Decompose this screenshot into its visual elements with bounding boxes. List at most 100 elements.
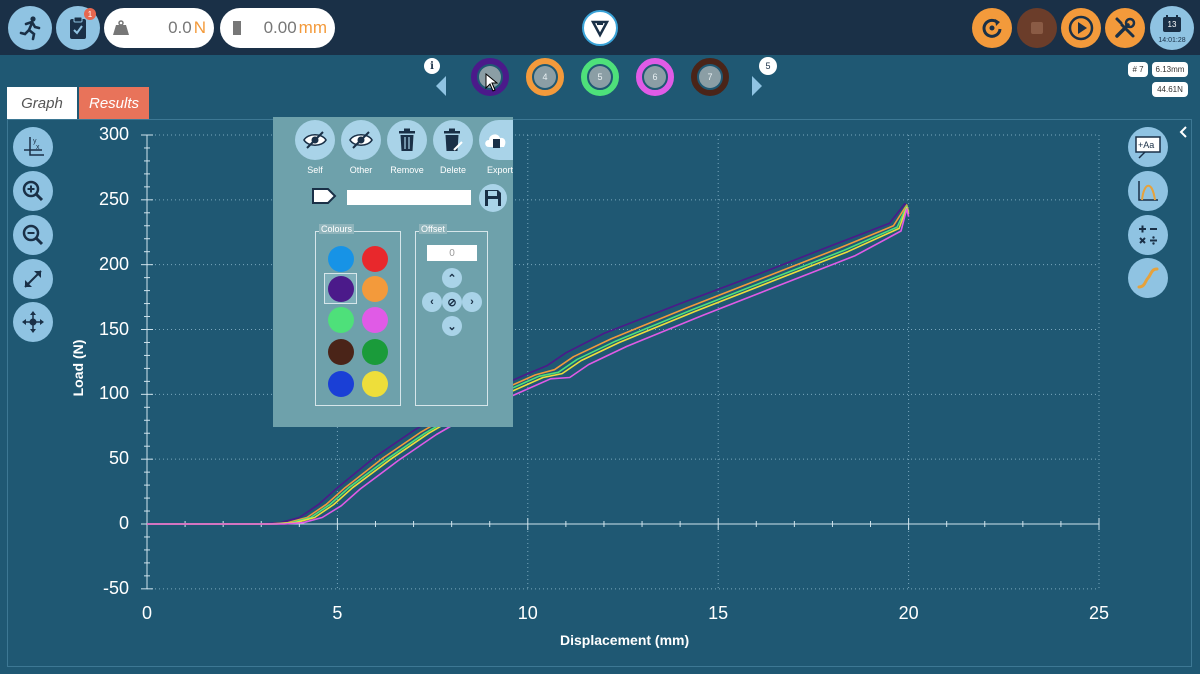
- export-button[interactable]: [479, 120, 513, 160]
- offset-reset-button[interactable]: ⊘: [442, 292, 462, 312]
- self-label: Self: [307, 165, 323, 175]
- series-line: [147, 204, 910, 525]
- test-item-label: 7: [699, 66, 721, 88]
- offset-left-button[interactable]: ‹: [422, 292, 442, 312]
- hide-other-button[interactable]: [341, 120, 381, 160]
- eye-hidden-icon: [349, 131, 373, 149]
- start-button[interactable]: [1061, 8, 1101, 48]
- axes-setup-button[interactable]: y x: [13, 127, 53, 167]
- curve-fit-button[interactable]: [1128, 171, 1168, 211]
- tab-results[interactable]: Results: [79, 87, 149, 119]
- reset-offset-icon: ⊘: [447, 296, 457, 309]
- remove-button[interactable]: [387, 120, 427, 160]
- play-icon: [1068, 15, 1094, 41]
- colour-swatch-selected[interactable]: [328, 276, 354, 302]
- save-name-button[interactable]: [479, 184, 507, 212]
- y-tick-label: 250: [98, 188, 129, 209]
- colour-swatch[interactable]: [362, 246, 388, 272]
- test-item-label: 5: [589, 66, 611, 88]
- smoothing-button[interactable]: [1128, 258, 1168, 298]
- colour-swatch[interactable]: [362, 307, 388, 333]
- position-readout: 0.00 mm: [220, 8, 335, 48]
- offset-right-button[interactable]: ›: [462, 292, 482, 312]
- axis-ticks: [141, 134, 1100, 590]
- fit-view-button[interactable]: [13, 259, 53, 299]
- zoom-out-button[interactable]: [13, 215, 53, 255]
- chevron-up-icon: ⌃: [447, 272, 457, 285]
- reset-icon: [982, 18, 1002, 38]
- weight-icon: [113, 20, 129, 35]
- load-unit: N: [193, 18, 206, 37]
- colour-swatch[interactable]: [362, 371, 388, 397]
- y-tick-label: -50: [102, 577, 129, 598]
- calculations-button[interactable]: [1128, 215, 1168, 255]
- svg-text:y: y: [33, 138, 37, 145]
- clock-button[interactable]: 13 14:01:28: [1150, 6, 1194, 50]
- load-readout: 0.0 N: [104, 8, 214, 48]
- zoom-in-button[interactable]: [13, 171, 53, 211]
- app-logo: [582, 10, 618, 46]
- colour-swatch[interactable]: [328, 246, 354, 272]
- colour-swatch[interactable]: [362, 339, 388, 365]
- other-label: Other: [349, 165, 373, 175]
- clipboard-check-icon: [70, 16, 86, 39]
- cursor-load-chip: 44.61N: [1152, 82, 1188, 97]
- trash-delete-icon: [444, 128, 463, 151]
- offset-up-button[interactable]: ⌃: [442, 268, 462, 288]
- pan-button[interactable]: [13, 302, 53, 342]
- remove-label: Remove: [390, 165, 424, 175]
- test-item-4[interactable]: 4: [526, 58, 564, 96]
- graph-area: [7, 119, 1192, 667]
- tools-icon: [1115, 17, 1136, 38]
- colour-swatch[interactable]: [362, 276, 388, 302]
- x-tick-label: 15: [708, 603, 729, 623]
- series-line: [147, 205, 910, 525]
- tab-graph[interactable]: Graph: [7, 87, 77, 119]
- colour-swatch[interactable]: [328, 371, 354, 397]
- colours-title: Colours: [319, 224, 355, 234]
- offset-group: Offset ⌃ ‹ ⊘ › ⌄: [415, 224, 488, 406]
- chevron-down-icon: ⌄: [447, 320, 457, 333]
- delete-button[interactable]: [433, 120, 473, 160]
- y-tick-label: 300: [98, 124, 129, 144]
- stop-icon: [1031, 22, 1043, 34]
- colour-swatch[interactable]: [328, 307, 354, 333]
- grid-lines: [147, 134, 1100, 590]
- test-item-6[interactable]: 6: [636, 58, 674, 96]
- hide-self-button[interactable]: [295, 120, 335, 160]
- offset-field[interactable]: [427, 245, 477, 261]
- x-tick-label: 25: [1088, 603, 1110, 623]
- colours-group: Colours: [315, 224, 401, 406]
- reset-button[interactable]: [972, 8, 1012, 48]
- clock-time: 14:01:28: [1158, 37, 1186, 44]
- tests-prev-arrow[interactable]: [434, 74, 448, 98]
- settings-button[interactable]: [1105, 8, 1145, 48]
- position-icon: [233, 21, 241, 35]
- load-value: 0.0: [168, 18, 192, 37]
- x-tick-label: 10: [517, 603, 538, 623]
- test-item-5[interactable]: 5: [581, 58, 619, 96]
- x-tick-label: 20: [898, 603, 919, 623]
- collapse-chevron-icon[interactable]: [1178, 125, 1188, 139]
- info-button[interactable]: i: [424, 58, 440, 74]
- exit-button[interactable]: [8, 6, 52, 50]
- more-tests-count: 5: [759, 57, 777, 75]
- add-annotation-button[interactable]: +Aa: [1128, 127, 1168, 167]
- notification-badge: 1: [84, 8, 96, 20]
- clock-day: 13: [1167, 20, 1177, 29]
- svg-text:+Aa: +Aa: [1138, 140, 1154, 150]
- stop-button[interactable]: [1017, 8, 1057, 48]
- offset-title: Offset: [419, 224, 447, 234]
- cursor-test-chip: # 7: [1128, 62, 1148, 77]
- calendar-icon: [1163, 15, 1181, 32]
- chevron-left-icon: ‹: [430, 296, 434, 308]
- colour-swatch[interactable]: [328, 339, 354, 365]
- x-axis-label: Displacement (mm): [560, 632, 690, 648]
- test-name-field[interactable]: [347, 190, 471, 205]
- tests-next-arrow[interactable]: [750, 74, 764, 98]
- logo-icon: [590, 20, 610, 38]
- test-options-panel: Self Other Remove Delete Export: [273, 117, 513, 427]
- test-item-7[interactable]: 7: [691, 58, 729, 96]
- offset-down-button[interactable]: ⌄: [442, 316, 462, 336]
